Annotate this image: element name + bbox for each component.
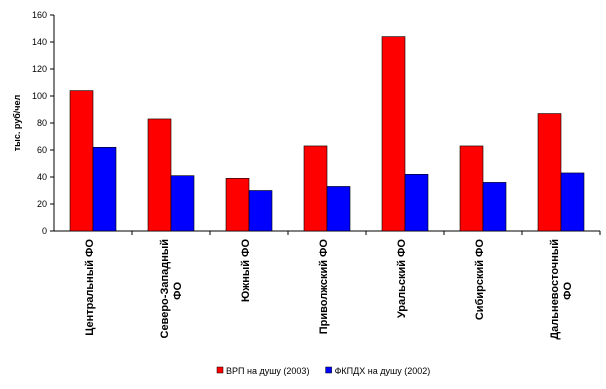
- bar-fkpdh: [170, 175, 195, 232]
- category-label: Северо-ЗападныйФО: [159, 239, 184, 338]
- legend-swatch: [325, 366, 332, 374]
- bar-fkpdh: [482, 182, 507, 232]
- bar-vrp: [69, 90, 94, 232]
- y-tick-label: 120: [32, 64, 47, 74]
- y-tick-label: 20: [37, 199, 47, 209]
- y-tick-label: 0: [42, 226, 47, 236]
- category-label: Уральский ФО: [396, 239, 408, 319]
- legend-label: ФКПДХ на душу (2002): [335, 366, 431, 376]
- y-tick-label: 60: [37, 145, 47, 155]
- category-label: Южный ФО: [240, 239, 252, 303]
- y-axis-title: тыс. руб/чел: [12, 94, 22, 151]
- bar-vrp: [381, 36, 406, 232]
- y-ticks: 0 20 40 60 80 100 120 140 160: [32, 10, 54, 236]
- y-tick-label: 140: [32, 37, 47, 47]
- category-label: Приволжский ФО: [318, 239, 330, 335]
- bar-fkpdh: [560, 172, 585, 232]
- bar-vrp: [303, 145, 328, 232]
- bar-fkpdh: [248, 190, 273, 232]
- bar-vrp: [147, 118, 172, 232]
- legend-label: ВРП на душу (2003): [226, 366, 309, 376]
- y-tick-label: 160: [32, 10, 47, 20]
- category-label: Центральный ФО: [84, 239, 96, 336]
- category-labels: Центральный ФО Северо-ЗападныйФО Южный ФО П…: [84, 239, 574, 340]
- bar-fkpdh: [404, 174, 429, 232]
- y-tick-label: 100: [32, 91, 47, 101]
- bar-vrp: [459, 145, 484, 232]
- bars: [69, 36, 601, 235]
- legend-swatch: [216, 366, 224, 374]
- category-label: Сибирский ФО: [474, 239, 486, 321]
- y-tick-label: 40: [37, 172, 47, 182]
- bar-fkpdh: [92, 147, 117, 232]
- y-tick-label: 80: [37, 118, 47, 128]
- bar-vrp: [537, 113, 562, 232]
- bar-vrp: [225, 178, 250, 232]
- bar-fkpdh: [326, 186, 351, 232]
- legend: ВРП на душу (2003) ФКПДХ на душу (2002): [216, 366, 431, 376]
- category-label: ДальневосточныйФО: [549, 239, 574, 340]
